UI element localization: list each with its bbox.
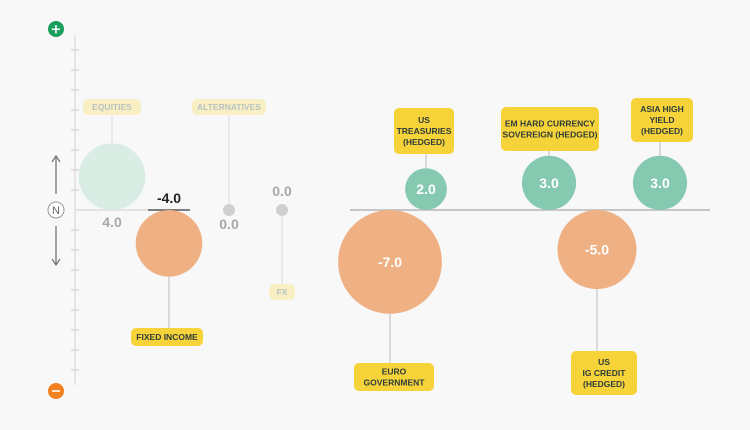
category-label-box: [571, 351, 637, 395]
bubble: [135, 210, 203, 277]
data-label: 3.0: [539, 175, 559, 191]
scale-axis: +N: [47, 21, 148, 399]
bubble: [557, 210, 637, 289]
up-arrow-head: [51, 154, 61, 163]
data-label: 0.0: [219, 216, 239, 232]
category-label-box: [631, 98, 693, 142]
bubble: [632, 155, 688, 210]
data-label: 0.0: [272, 183, 292, 199]
leader-lines: [111, 115, 661, 363]
category-label: ASIA HIGH YIELD (HEDGED): [640, 104, 684, 136]
bubble: [223, 204, 235, 216]
down-arrow-head: [51, 258, 61, 267]
data-label: 2.0: [416, 181, 436, 197]
category-label: FIXED INCOME: [136, 332, 198, 342]
data-label: -4.0: [157, 190, 181, 206]
bubble: [521, 155, 577, 210]
neutral-marker: [47, 201, 65, 219]
data-label: -5.0: [585, 242, 609, 258]
category-labels: EQUITIES FIXED INCOME ALTERNATIVES FX EURO GO…: [83, 98, 693, 395]
category-label: FX: [277, 287, 288, 297]
neutral-label: N: [52, 205, 60, 217]
data-label: 3.0: [650, 175, 670, 191]
category-label-box: [192, 99, 266, 115]
category-label: ALTERNATIVES: [197, 102, 261, 112]
category-label: US IG CREDIT (HEDGED): [583, 357, 627, 389]
category-label: US TREASURIES (HEDGED): [397, 115, 452, 147]
bubble: [276, 204, 288, 216]
bubble: [338, 210, 442, 314]
data-label: 4.0: [102, 214, 122, 230]
category-label: EQUITIES: [92, 102, 132, 112]
category-label-box: [269, 284, 295, 300]
data-label: -7.0: [378, 254, 402, 270]
bubbles: 4.0 -4.0 0.0 0.0 -7.0 2.0 3.0 -5.0 3.0: [78, 143, 688, 314]
plus-icon-glyph: +: [51, 23, 62, 38]
category-label: EURO GOVERNMENT: [364, 367, 426, 388]
category-label-box: [501, 107, 599, 151]
bubble: [78, 143, 146, 210]
plus-icon: [48, 21, 64, 37]
category-label-box: [83, 99, 141, 115]
category-label-box: [131, 328, 203, 346]
category-label: EM HARD CURRENCY SOVEREIGN (HEDGED): [503, 119, 598, 140]
bubble: [405, 168, 447, 211]
category-label-box: [394, 108, 454, 154]
category-label-box: [354, 363, 434, 391]
